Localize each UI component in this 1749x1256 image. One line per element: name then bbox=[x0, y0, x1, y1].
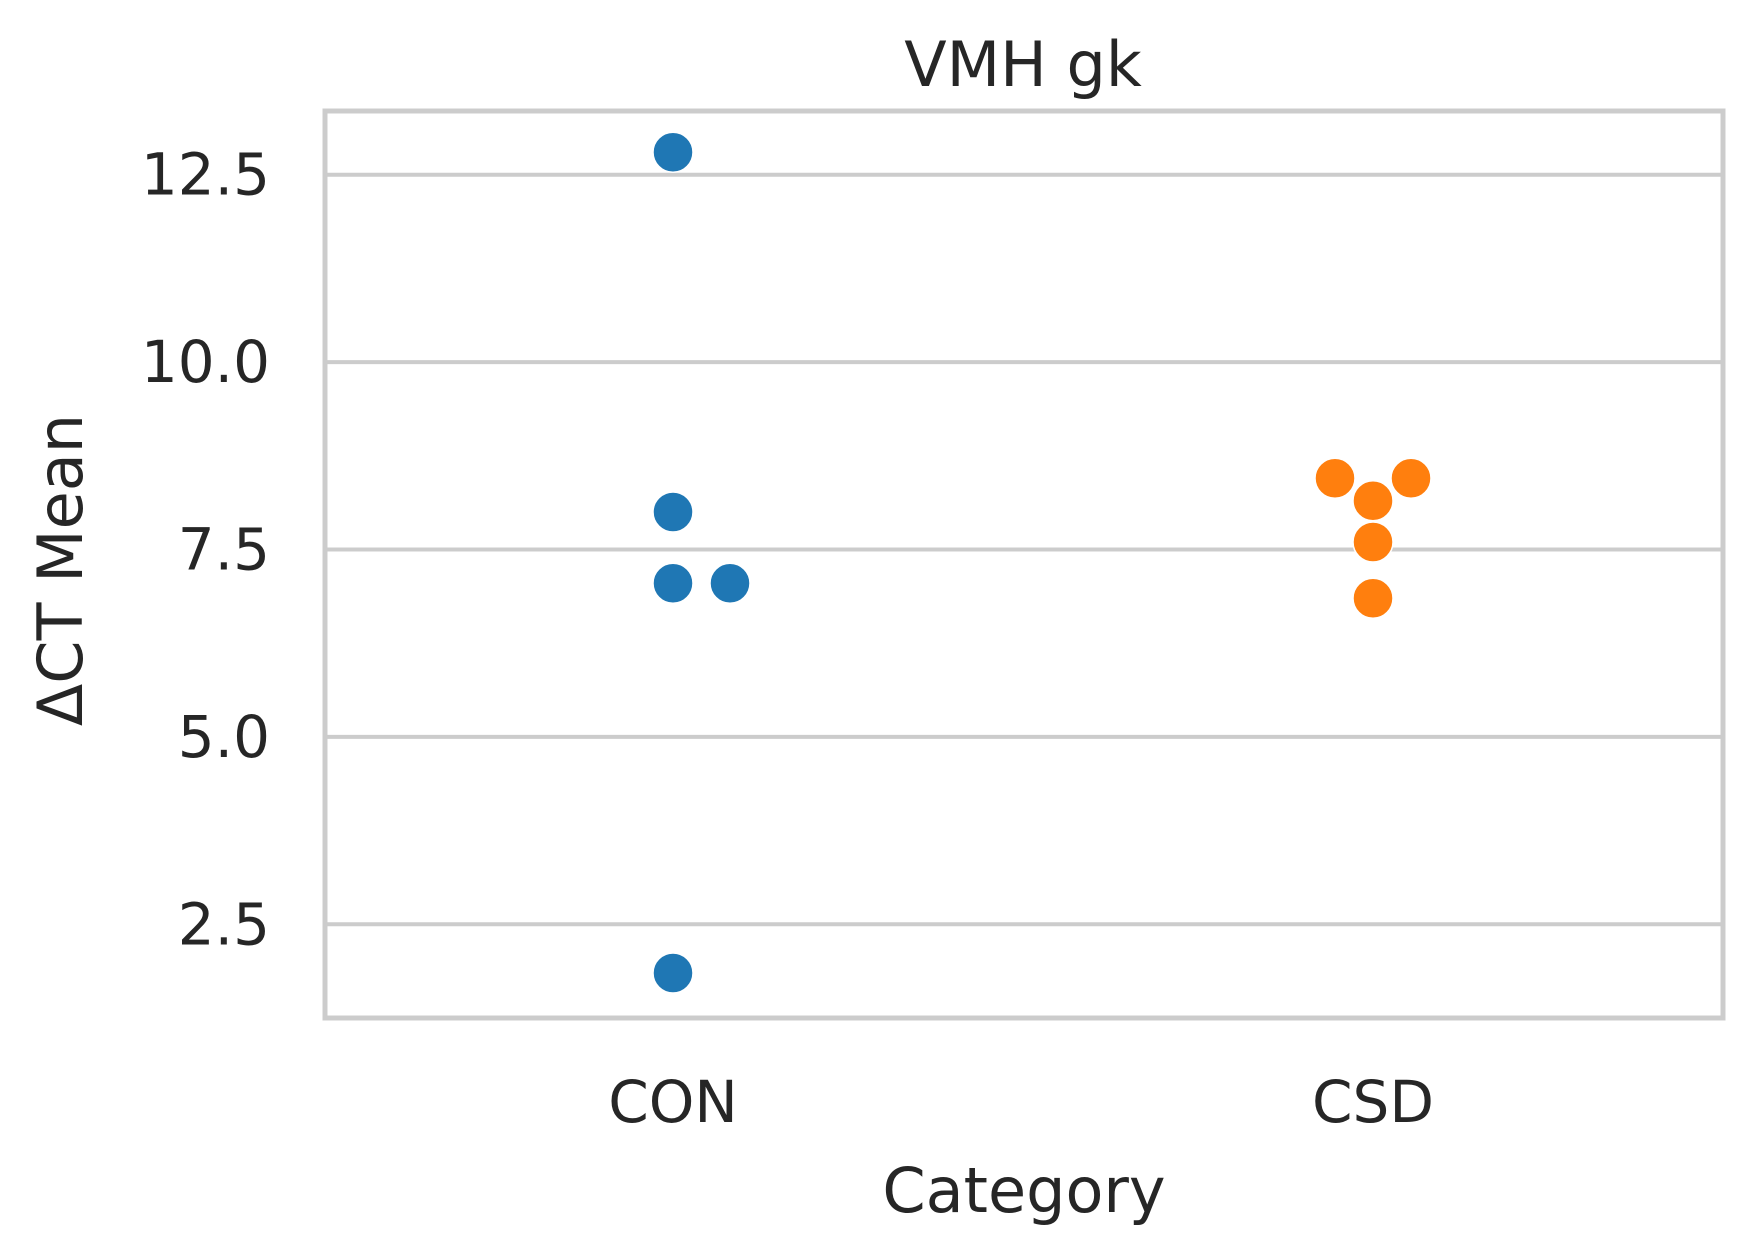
x-tick-label: CSD bbox=[1312, 1068, 1434, 1136]
y-tick-labels: 2.5 5.0 7.5 10.0 12.5 bbox=[141, 141, 270, 959]
data-point-csd bbox=[1314, 457, 1356, 500]
data-point-con bbox=[709, 562, 751, 604]
data-point-con bbox=[652, 562, 694, 604]
data-point-csd bbox=[1352, 480, 1394, 522]
plot-frame bbox=[322, 108, 1726, 1021]
y-tick-label: 7.5 bbox=[178, 516, 270, 584]
y-tick-label: 5.0 bbox=[178, 703, 270, 771]
y-tick-label: 10.0 bbox=[141, 328, 270, 396]
y-tick-label: 12.5 bbox=[141, 141, 270, 209]
data-point-con bbox=[652, 952, 694, 994]
x-tick-labels: CON CSD bbox=[608, 1068, 1434, 1136]
y-axis-label: ΔCT Mean bbox=[24, 414, 97, 726]
gridlines bbox=[325, 172, 1723, 927]
y-tick-label: 2.5 bbox=[178, 890, 270, 958]
data-point-csd bbox=[1390, 457, 1432, 500]
chart-title: VMH gk bbox=[904, 28, 1142, 101]
data-points bbox=[652, 131, 1432, 994]
x-axis-label: Category bbox=[882, 1154, 1165, 1227]
data-point-csd bbox=[1352, 521, 1394, 563]
plot-area bbox=[325, 111, 1723, 1018]
data-point-con bbox=[652, 131, 694, 173]
data-point-csd bbox=[1352, 577, 1394, 619]
data-point-con bbox=[652, 491, 694, 533]
x-tick-label: CON bbox=[608, 1068, 738, 1136]
